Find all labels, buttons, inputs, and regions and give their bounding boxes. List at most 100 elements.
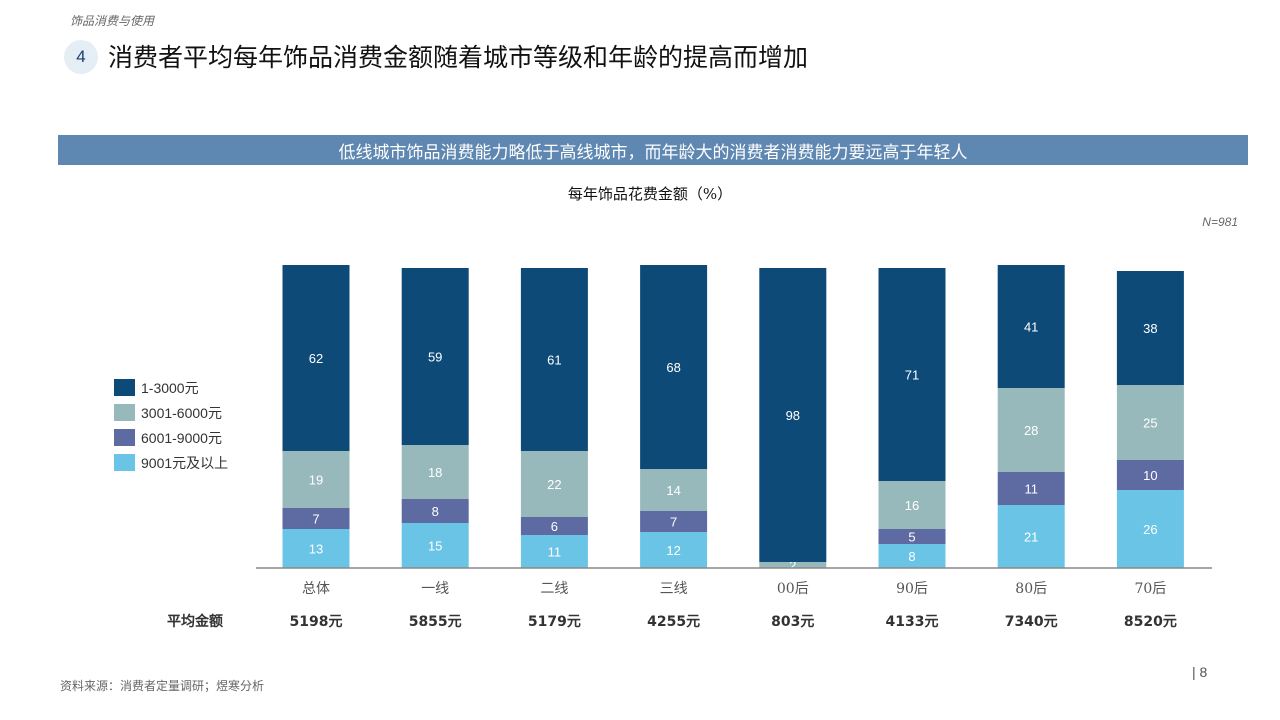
data-label: 22 <box>547 477 561 492</box>
data-label: 26 <box>1143 522 1157 537</box>
chart-title: 每年饰品花费金额（%） <box>567 185 733 203</box>
bar-segment-9001-plus <box>878 544 946 568</box>
bar-segment-6001-9000 <box>640 511 708 532</box>
data-label: 8 <box>908 549 915 564</box>
data-label: 38 <box>1143 321 1157 336</box>
bar-segment-9001-plus <box>1116 490 1184 568</box>
bar-segment-6001-9000 <box>997 472 1065 505</box>
data-label: 13 <box>309 542 323 557</box>
data-label: 16 <box>905 498 919 513</box>
bar-segment-1-3000 <box>640 265 708 469</box>
bar-segment-9001-plus <box>640 532 708 568</box>
bar-segment-9001-plus <box>282 529 350 568</box>
legend-item-6001-9000: 6001-9000元 <box>114 425 228 450</box>
bar-segment-9001-plus <box>401 523 469 568</box>
average-amount-value: 4255元 <box>647 614 700 630</box>
legend-swatch-1-3000 <box>114 379 135 396</box>
bar-segment-1-3000 <box>997 265 1065 388</box>
page-number: | 8 <box>1192 664 1208 680</box>
bar-segment-6001-9000 <box>520 517 588 535</box>
legend-item-9001-plus: 9001元及以上 <box>114 450 228 475</box>
data-label: 10 <box>1143 468 1157 483</box>
bar-segment-3001-6000 <box>759 562 827 568</box>
bar-segment-6001-9000 <box>878 529 946 544</box>
bar-segment-3001-6000 <box>878 481 946 529</box>
data-label: 15 <box>428 539 442 554</box>
page-title: 消费者平均每年饰品消费金额随着城市等级和年龄的提高而增加 <box>108 43 809 72</box>
legend-item-3001-6000: 3001-6000元 <box>114 400 228 425</box>
x-tick-label: 70后 <box>1134 581 1166 597</box>
x-tick-label: 80后 <box>1015 581 1047 597</box>
data-label: 25 <box>1143 416 1157 431</box>
legend-item-1-3000: 1-3000元 <box>114 375 228 400</box>
data-label: 14 <box>666 483 680 498</box>
average-amount-value: 5198元 <box>290 614 343 630</box>
data-label: 98 <box>786 408 800 423</box>
section-number-badge: 4 <box>64 40 98 74</box>
data-label: 68 <box>666 360 680 375</box>
legend-label-9001-plus: 9001元及以上 <box>141 454 229 471</box>
bar-segment-1-3000 <box>1116 271 1184 385</box>
legend-label-6001-9000: 6001-9000元 <box>141 429 222 446</box>
key-finding-banner: 低线城市饰品消费能力略低于高线城市，而年龄大的消费者消费能力要远高于年轻人 <box>58 135 1248 165</box>
data-label: 61 <box>547 353 561 368</box>
legend-label-3001-6000: 3001-6000元 <box>141 404 222 421</box>
bar-segment-1-3000 <box>759 268 827 562</box>
bar-segment-6001-9000 <box>282 508 350 529</box>
x-tick-label: 90后 <box>896 581 928 597</box>
data-label: 5 <box>908 530 915 545</box>
x-tick-label: 二线 <box>540 581 568 597</box>
section-label: 饰品消费与使用 <box>70 14 155 28</box>
data-label: 21 <box>1024 530 1038 545</box>
average-amount-label: 平均金额 <box>167 613 223 630</box>
data-label: 12 <box>666 543 680 558</box>
x-tick-label: 一线 <box>421 581 449 597</box>
data-label: 6 <box>551 519 558 534</box>
data-label: 11 <box>548 545 562 560</box>
banner-text: 低线城市饰品消费能力略低于高线城市，而年龄大的消费者消费能力要远高于年轻人 <box>338 142 968 163</box>
data-label: 28 <box>1024 423 1038 438</box>
data-label: 8 <box>432 504 439 519</box>
data-label: 71 <box>905 368 919 383</box>
average-amount-value: 5179元 <box>528 614 581 630</box>
average-amount-value: 5855元 <box>409 614 462 630</box>
average-amount-value: 4133元 <box>886 614 939 630</box>
bar-segment-1-3000 <box>401 268 469 445</box>
average-amount-value: 8520元 <box>1124 614 1177 630</box>
bar-segment-9001-plus <box>997 505 1065 568</box>
bar-segment-3001-6000 <box>520 451 588 517</box>
data-label: 7 <box>670 515 677 530</box>
bar-segment-1-3000 <box>878 268 946 481</box>
legend-swatch-9001-plus <box>114 454 135 471</box>
bar-segment-1-3000 <box>520 268 588 451</box>
data-label: 41 <box>1024 320 1038 335</box>
bar-segment-3001-6000 <box>401 445 469 499</box>
legend-label-1-3000: 1-3000元 <box>141 379 199 396</box>
bar-segment-9001-plus <box>520 535 588 568</box>
source-note: 资料来源：消费者定量调研；煜寒分析 <box>60 679 265 693</box>
legend-swatch-6001-9000 <box>114 429 135 446</box>
data-label: 2 <box>789 558 796 573</box>
data-label: 19 <box>309 473 323 488</box>
data-label: 7 <box>312 512 319 527</box>
sample-size-note: N=981 <box>1202 215 1238 229</box>
data-label: 11 <box>1024 482 1038 497</box>
bar-segment-3001-6000 <box>640 469 708 511</box>
chart-legend: 1-3000元 3001-6000元 6001-9000元 9001元及以上 <box>114 375 228 475</box>
bar-segment-1-3000 <box>282 265 350 451</box>
average-amount-value: 803元 <box>771 614 814 630</box>
x-tick-label: 总体 <box>302 581 330 597</box>
bar-segment-6001-9000 <box>401 499 469 523</box>
data-label: 18 <box>428 465 442 480</box>
legend-swatch-3001-6000 <box>114 404 135 421</box>
average-amount-value: 7340元 <box>1005 614 1058 630</box>
bar-segment-3001-6000 <box>282 451 350 508</box>
bar-segment-6001-9000 <box>1116 460 1184 490</box>
x-tick-label: 三线 <box>660 581 688 597</box>
data-label: 59 <box>428 350 442 365</box>
bar-segment-3001-6000 <box>1116 385 1184 460</box>
x-tick-label: 00后 <box>777 581 809 597</box>
data-label: 62 <box>309 351 323 366</box>
bar-segment-3001-6000 <box>997 388 1065 472</box>
